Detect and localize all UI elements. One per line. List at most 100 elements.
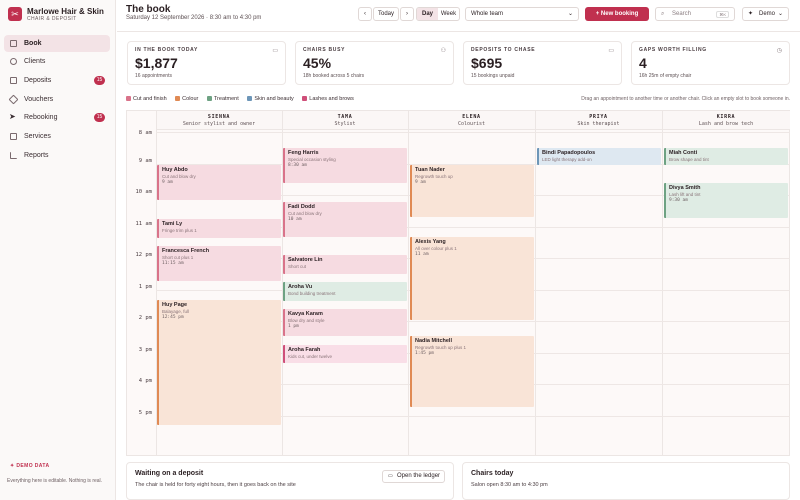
new-booking-button[interactable]: + New booking [585,7,649,21]
tag-icon [8,94,19,105]
sidebar: ✂ Marlowe Hair & Skin CHAIR & DEPOSIT Bo… [0,0,116,500]
staff-role: Stylist [334,121,356,127]
stat-label: GAPS WORTH FILLING [639,47,707,53]
demo-note: Everything here is editable. Nothing is … [7,478,103,484]
drag-hint: Drag an appointment to another time or a… [581,96,790,102]
appointment-client: Huy Abdo [162,167,188,173]
appointment-card[interactable]: Huy Abdo Cut and blow dry 9 am [157,165,281,200]
appointment-card[interactable]: Tuan Nader Regrowth touch up 9 am [410,165,534,217]
team-select[interactable]: Whole team ⌄ [465,7,579,21]
appointment-card[interactable]: Fadi Dodd Cut and blow dry 10 am [283,202,407,237]
stat-label: IN THE BOOK TODAY [135,47,199,53]
appointment-card[interactable]: Francesca French Short cut plus 1 11:15 … [157,246,281,281]
staff-column-header: KIRRA Lash and brow tech [662,111,790,130]
sidebar-item-book[interactable]: Book [4,35,110,52]
appointment-service: LED light therapy add-on [542,157,592,162]
appointment-client: Miah Conti [669,150,698,156]
staff-name: PRIYA [589,114,608,120]
today-button[interactable]: Today [373,7,399,21]
staff-role: Lash and brow tech [698,121,754,127]
legend-item: Lashes and brows [302,96,354,102]
count-badge: 15 [94,113,105,122]
stat-value: 45% [303,55,332,71]
brand[interactable]: ✂ Marlowe Hair & Skin CHAIR & DEPOSIT [8,7,114,27]
deposit-panel: Waiting on a deposit The chair is held f… [126,462,454,500]
hour-line [156,227,790,228]
appointment-card[interactable]: Miah Conti Brow shape and tint [664,148,788,165]
hour-line [156,321,790,322]
appointment-client: Aroha Farah [288,347,321,353]
sidebar-item-rebooking[interactable]: ➤ Rebooking 15 [4,109,110,126]
sparkle-icon: ✦ [748,11,754,17]
appointment-card[interactable]: Salvatore Lin Short cut [283,255,407,274]
appointment-service: Balayage, full [162,309,190,314]
legend-item: Treatment [206,96,239,102]
appointment-card[interactable]: Aroha Vu Bond building treatment [283,282,407,301]
sidebar-item-services[interactable]: Services [4,128,110,145]
appointment-client: Fadi Dodd [288,204,315,210]
appointment-service: Brow shape and tint [669,157,709,162]
column-divider [535,111,536,456]
sidebar-item-deposits[interactable]: Deposits 15 [4,72,110,89]
prev-day-button[interactable]: ‹ [358,7,372,21]
brand-subtitle: CHAIR & DEPOSIT [27,16,77,22]
hour-label: 3 pm [138,347,152,353]
count-badge: 15 [94,76,105,85]
appointment-card[interactable]: Divya Smith Lash lift and tint 9:30 am [664,183,788,218]
hour-label: 1 pm [138,284,152,290]
sidebar-item-clients[interactable]: Clients [4,53,110,70]
hour-label: 12 pm [135,252,152,258]
next-day-button[interactable]: › [400,7,414,21]
appointment-time: 9 am [415,180,426,185]
staff-column-header: PRIYA Skin therapist [535,111,662,130]
appointment-service: All over colour plus 1 [415,246,457,251]
stat-label: CHAIRS BUSY [303,47,346,53]
appointment-card[interactable]: Tami Ly Fringe trim plus 1 [157,219,281,238]
staff-column-header: TAMA Stylist [282,111,408,130]
sidebar-item-vouchers[interactable]: Vouchers [4,91,110,108]
tab-week[interactable]: Week [440,11,457,17]
appointment-service: Bond building treatment [288,291,336,296]
appointment-client: Feng Harris [288,150,319,156]
staff-column-header: ELENA Colourist [408,111,535,130]
appointment-card[interactable]: Kavya Karam Blow dry and style 1 pm [283,309,407,336]
page-title: The book [126,4,171,15]
legend-swatch [247,96,253,102]
appointment-service: Regrowth touch up [415,174,453,179]
appointment-card[interactable]: Alexis Yang All over colour plus 1 11 am [410,237,534,320]
demo-menu-button[interactable]: ✦ Demo ⌄ [742,7,789,21]
appointment-client: Tami Ly [162,221,183,227]
staff-role: Skin therapist [577,121,620,127]
legend-label: Lashes and brows [309,96,354,102]
panel-title: Waiting on a deposit [135,470,204,477]
search-placeholder: Search [672,11,692,17]
stat-label: DEPOSITS TO CHASE [471,47,536,53]
appointment-service: Short cut [288,264,307,269]
hour-label: 9 am [138,158,152,164]
appointment-service: Kids cut, under twelve [288,354,333,359]
stat-value: $1,877 [135,55,178,71]
appointment-card[interactable]: Feng Harris Special occasion styling 8:3… [283,148,407,183]
time-gutter: 8 am 9 am 10 am 11 am 12 pm 1 pm 2 pm 3 … [127,130,156,456]
staff-name: TAMA [337,114,353,120]
staff-name: ELENA [462,114,481,120]
appointment-time: 1:45 pm [415,351,434,356]
appointment-service: Special occasion styling [288,157,336,162]
appointment-client: Francesca French [162,248,210,254]
appointment-card[interactable]: Nadia Mitchell Regrowth touch up plus 1 … [410,336,534,407]
chevron-down-icon: ⌄ [777,11,783,17]
legend-swatch [206,96,212,102]
tab-day[interactable]: Day [417,8,438,20]
appointment-card[interactable]: Aroha Farah Kids cut, under twelve [283,345,407,363]
list-icon [10,133,17,140]
search-input[interactable]: ⌕ Search ⌘K [655,7,735,21]
appointment-card[interactable]: Bindi Papadopoulos LED light therapy add… [537,148,661,165]
appointment-client: Kavya Karam [288,311,323,317]
demo-tag-label: DEMO DATA [16,463,50,469]
sidebar-item-reports[interactable]: Reports [4,147,110,164]
appointment-time: 11 am [415,252,429,257]
appointment-card[interactable]: Huy Page Balayage, full 12:45 pm [157,300,281,425]
stat-card-chairs-busy: CHAIRS BUSY ⚇ 45% 18h booked across 5 ch… [295,41,454,85]
stat-card-deposits: DEPOSITS TO CHASE ▭ $695 15 bookings unp… [463,41,622,85]
open-ledger-button[interactable]: ▭ Open the ledger [382,470,445,483]
